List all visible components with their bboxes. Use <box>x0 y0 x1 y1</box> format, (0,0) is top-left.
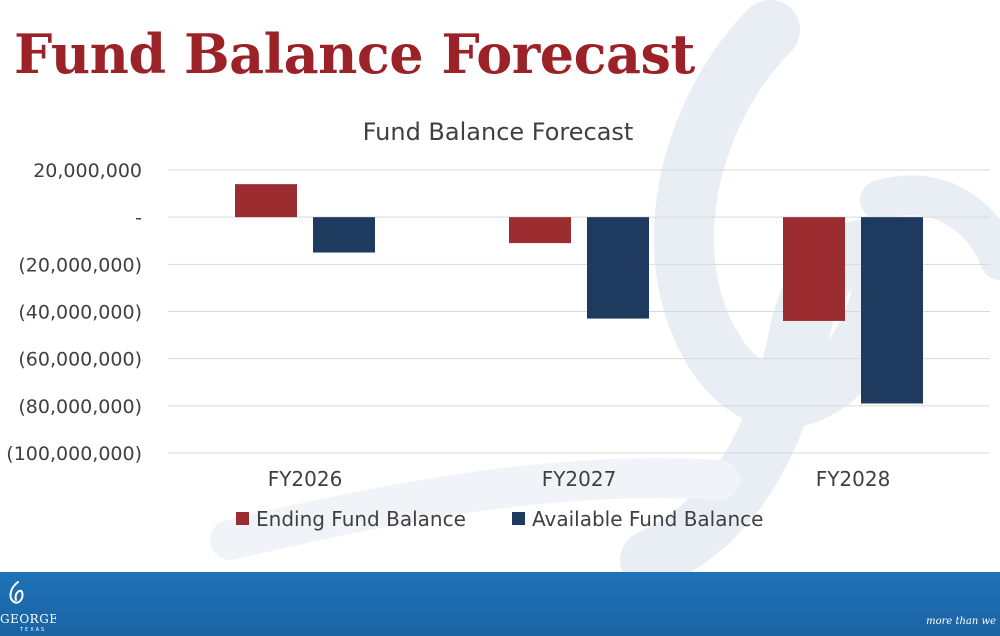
y-tick-label: (80,000,000) <box>18 396 142 418</box>
y-tick-label: (100,000,000) <box>6 443 142 465</box>
slide-title: Fund Balance Forecast <box>14 22 695 86</box>
y-tick-label: (40,000,000) <box>18 302 142 324</box>
logo-subtext: TEXAS <box>20 627 47 633</box>
x-tick-label: FY2028 <box>816 467 891 491</box>
legend-swatch <box>512 512 525 525</box>
bar-ending-fund-balance <box>783 217 845 321</box>
footer-tagline: more than we <box>926 616 996 627</box>
y-axis-ticks: 20,000,000 - (20,000,000) (40,000,000) (60,0… <box>6 160 142 465</box>
logo-wordmark: GEORGETOWN <box>0 612 56 626</box>
y-tick-label: 20,000,000 <box>33 160 142 182</box>
legend: Ending Fund Balance Available Fund Balanc… <box>236 507 763 531</box>
footer-bar: GEORGETOWN TEXAS more than we <box>0 572 1000 636</box>
city-logo: GEORGETOWN TEXAS <box>0 578 60 633</box>
bar-chart: Fund Balance Forecast 20,000,000 - (20,000… <box>6 118 990 531</box>
city-logo-icon <box>9 581 24 604</box>
x-tick-label: FY2027 <box>542 467 617 491</box>
x-tick-label: FY2026 <box>268 467 343 491</box>
bar-ending-fund-balance <box>509 217 571 244</box>
y-tick-label: (20,000,000) <box>18 254 142 276</box>
bar-available-fund-balance <box>313 217 375 253</box>
bar-ending-fund-balance <box>235 184 297 218</box>
legend-swatch <box>236 512 249 525</box>
y-tick-label: - <box>135 207 142 229</box>
bar-available-fund-balance <box>861 217 923 404</box>
x-axis-ticks: FY2026 FY2027 FY2028 <box>268 467 891 491</box>
gridlines <box>168 169 990 454</box>
legend-label: Available Fund Balance <box>532 507 763 531</box>
bar-available-fund-balance <box>587 217 649 319</box>
bars <box>235 184 923 404</box>
chart-title: Fund Balance Forecast <box>363 118 634 146</box>
y-tick-label: (60,000,000) <box>18 349 142 371</box>
legend-label: Ending Fund Balance <box>256 507 466 531</box>
